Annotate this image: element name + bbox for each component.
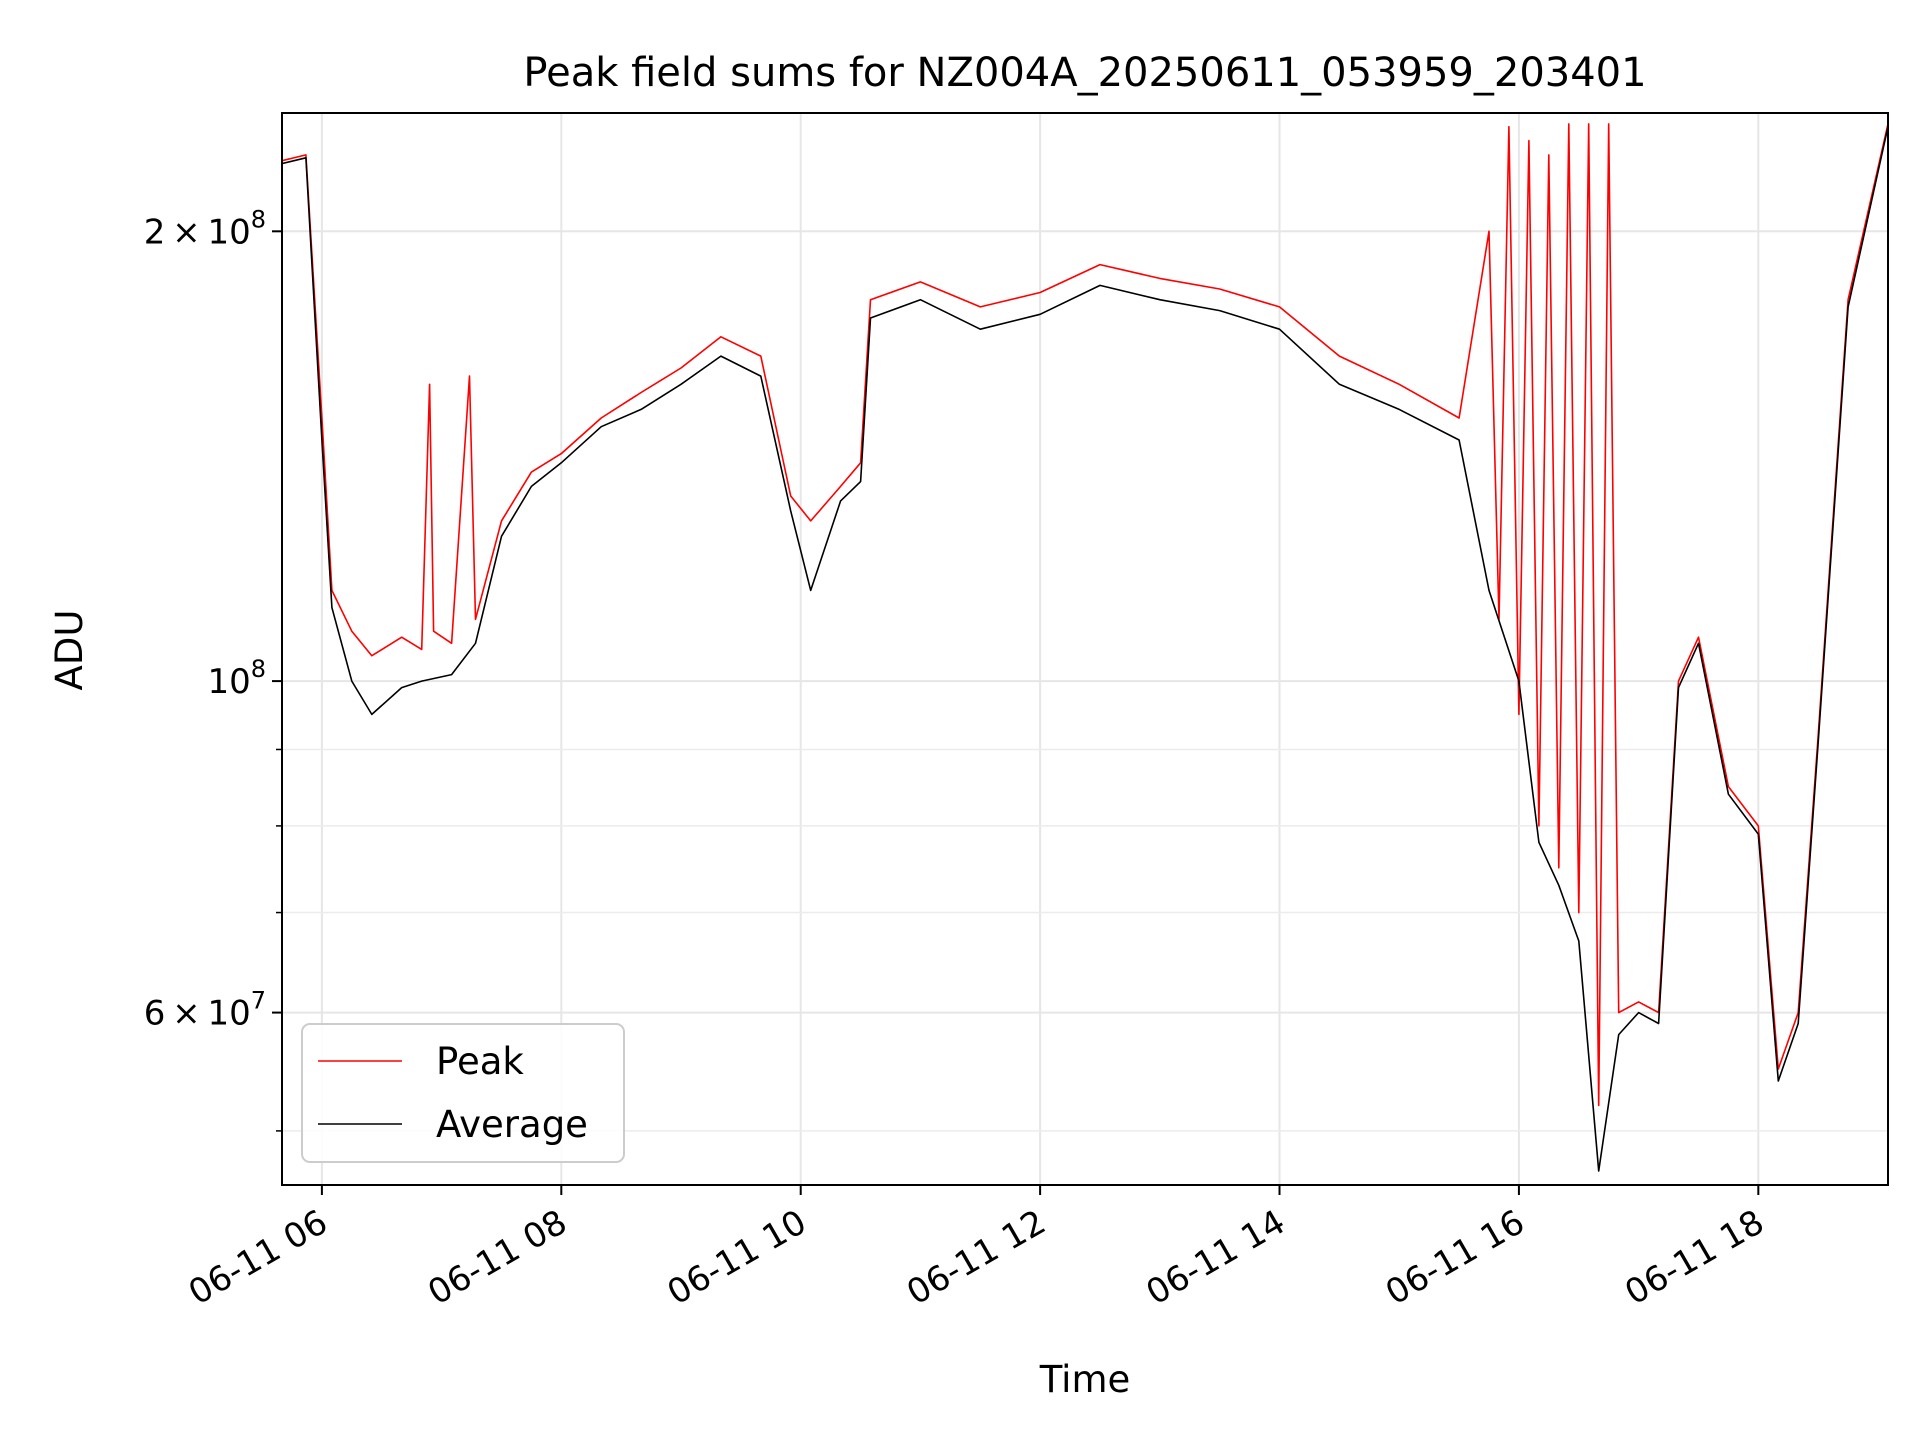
legend-label-peak: Peak	[436, 1040, 524, 1083]
y-tick-label: 6 × 107	[144, 987, 266, 1034]
legend: Peak Average	[301, 1023, 625, 1163]
legend-box	[301, 1023, 625, 1163]
y-axis-label: ADU	[48, 610, 91, 691]
x-axis-label: Time	[1039, 1358, 1131, 1401]
series-line-average	[282, 126, 1888, 1172]
y-tick-label: 2 × 108	[144, 205, 266, 252]
plot-frame	[281, 112, 1889, 1186]
legend-label-average: Average	[436, 1103, 588, 1146]
series-line-peak	[282, 123, 1888, 1107]
y-axis-ticks: 2 × 108 108 6 × 107	[144, 205, 282, 1132]
plot-area	[282, 123, 1888, 1172]
chart-title: Peak field sums for NZ004A_20250611_0539…	[523, 50, 1646, 96]
y-tick-label: 108	[207, 655, 266, 702]
